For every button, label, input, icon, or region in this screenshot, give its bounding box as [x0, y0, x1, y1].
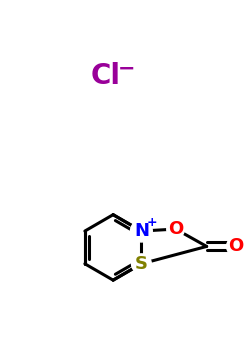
Text: −: −: [118, 59, 136, 79]
Circle shape: [226, 238, 244, 255]
Circle shape: [167, 220, 184, 238]
Text: N: N: [134, 222, 149, 240]
Text: O: O: [168, 220, 183, 238]
Circle shape: [132, 254, 151, 274]
Circle shape: [130, 220, 152, 242]
Text: O: O: [228, 237, 243, 256]
Text: Cl: Cl: [90, 62, 120, 90]
Text: S: S: [135, 255, 148, 273]
Text: +: +: [147, 216, 158, 229]
